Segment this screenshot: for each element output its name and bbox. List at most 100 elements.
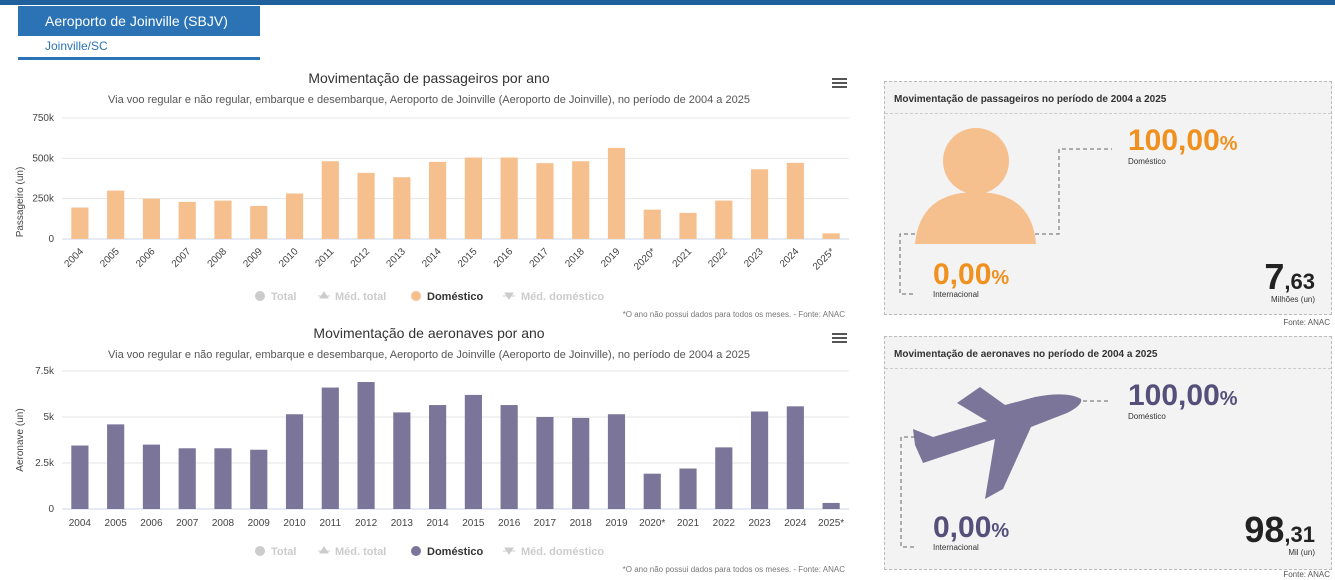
bar[interactable] xyxy=(715,447,733,509)
airport-city: Joinville/SC xyxy=(45,39,108,53)
legend-total[interactable]: Total xyxy=(271,291,296,303)
bar[interactable] xyxy=(607,414,626,509)
bar[interactable] xyxy=(786,162,804,239)
bar[interactable] xyxy=(750,169,769,239)
bar[interactable] xyxy=(214,200,232,239)
bar[interactable] xyxy=(750,411,769,509)
bar[interactable] xyxy=(178,201,196,239)
x-tick-label: 2006 xyxy=(140,518,163,529)
x-tick-label: 2024 xyxy=(784,518,807,529)
panel-source: Fonte: ANAC xyxy=(1283,570,1330,579)
bar[interactable] xyxy=(250,449,268,509)
y-tick-label: 250k xyxy=(32,194,55,205)
bar[interactable] xyxy=(357,382,375,509)
domestic-label: Doméstico xyxy=(1128,412,1166,421)
y-tick-label: 5k xyxy=(43,412,55,423)
legend-domestico[interactable]: Doméstico xyxy=(427,546,484,558)
bar[interactable] xyxy=(393,412,411,509)
bar[interactable] xyxy=(178,448,196,509)
legend-domestico-marker[interactable] xyxy=(411,546,421,556)
bar[interactable] xyxy=(71,207,89,239)
bar[interactable] xyxy=(500,405,518,509)
bar[interactable] xyxy=(429,405,447,509)
bar[interactable] xyxy=(142,198,161,239)
airport-title: Aeroporto de Joinville (SBJV) xyxy=(45,13,228,29)
legend-total-marker[interactable] xyxy=(255,546,265,556)
bar[interactable] xyxy=(214,448,232,509)
legend-total-marker[interactable] xyxy=(255,291,265,301)
bar[interactable] xyxy=(607,147,626,239)
bar[interactable] xyxy=(679,212,697,239)
bar[interactable] xyxy=(536,417,554,509)
bar[interactable] xyxy=(536,163,554,239)
chart-menu-icon[interactable] xyxy=(832,333,847,344)
x-tick-label: 2023 xyxy=(742,246,766,270)
y-tick-label: 0 xyxy=(48,504,54,515)
x-tick-label: 2011 xyxy=(320,518,342,529)
x-tick-label: 2013 xyxy=(391,518,414,529)
bar[interactable] xyxy=(142,444,161,509)
bar[interactable] xyxy=(107,190,125,239)
legend-med-domestico[interactable]: Méd. doméstico xyxy=(521,291,604,303)
bar[interactable] xyxy=(429,161,447,239)
bar[interactable] xyxy=(822,502,840,509)
x-tick-label: 2010 xyxy=(283,518,306,529)
bar[interactable] xyxy=(321,387,339,509)
x-tick-label: 2005 xyxy=(105,518,128,529)
bar[interactable] xyxy=(107,424,125,509)
x-tick-label: 2020* xyxy=(632,246,658,272)
international-label: Internacional xyxy=(933,290,979,299)
x-tick-label: 2025* xyxy=(811,246,837,272)
x-tick-label: 2014 xyxy=(426,518,449,529)
bar[interactable] xyxy=(250,205,268,239)
bar[interactable] xyxy=(71,445,89,509)
chart-title: Movimentação de passageiros por ano xyxy=(308,70,549,86)
legend-med-total[interactable]: Méd. total xyxy=(335,291,386,303)
legend-domestico[interactable]: Doméstico xyxy=(427,291,484,303)
bar[interactable] xyxy=(285,414,304,509)
bar[interactable] xyxy=(786,406,804,509)
bar[interactable] xyxy=(643,473,661,509)
y-tick-label: 500k xyxy=(32,153,55,164)
bar[interactable] xyxy=(464,394,482,509)
bar[interactable] xyxy=(822,233,840,239)
y-tick-label: 2.5k xyxy=(35,458,55,469)
domestic-percentage: 100,00% xyxy=(1128,379,1238,412)
airplane-icon xyxy=(900,387,1111,548)
bar[interactable] xyxy=(285,193,304,239)
legend-med-total-marker[interactable] xyxy=(318,546,330,554)
x-tick-label: 2008 xyxy=(206,246,230,270)
chart-note: *O ano não possui dados para todos os me… xyxy=(623,565,846,574)
bar[interactable] xyxy=(572,161,590,239)
bar[interactable] xyxy=(321,161,339,239)
panel-title: Movimentação de aeronaves no período de … xyxy=(894,349,1158,360)
bar[interactable] xyxy=(500,157,518,239)
x-tick-label: 2015 xyxy=(456,246,480,270)
legend-domestico-marker[interactable] xyxy=(411,291,421,301)
x-tick-label: 2019 xyxy=(605,518,628,529)
chart-legend: Total Méd. total Doméstico Méd. doméstic… xyxy=(255,546,604,558)
legend-med-domestico[interactable]: Méd. doméstico xyxy=(521,546,604,558)
domestic-label: Doméstico xyxy=(1128,157,1166,166)
bar[interactable] xyxy=(464,157,482,239)
legend-total[interactable]: Total xyxy=(271,546,296,558)
legend-med-domestico-marker[interactable] xyxy=(503,547,515,555)
legend-med-total-marker[interactable] xyxy=(318,291,330,299)
airport-title-tab: Aeroporto de Joinville (SBJV) xyxy=(18,6,260,36)
bar[interactable] xyxy=(679,468,697,509)
bar[interactable] xyxy=(357,172,375,239)
x-tick-label: 2007 xyxy=(170,246,194,270)
legend-med-total[interactable]: Méd. total xyxy=(335,546,386,558)
chart-menu-icon[interactable] xyxy=(832,78,847,89)
bar[interactable] xyxy=(393,177,411,239)
bar[interactable] xyxy=(572,417,590,509)
header-underline xyxy=(18,57,260,60)
legend-med-domestico-marker[interactable] xyxy=(503,292,515,300)
x-tick-label: 2016 xyxy=(492,246,516,270)
bar[interactable] xyxy=(715,200,733,239)
x-tick-label: 2021 xyxy=(671,246,695,270)
x-tick-label: 2006 xyxy=(134,246,158,270)
panel-title: Movimentação de passageiros no período d… xyxy=(894,94,1167,105)
aircraft-chart: Movimentação de aeronaves por ano Via vo… xyxy=(0,318,860,580)
bar[interactable] xyxy=(643,209,661,239)
